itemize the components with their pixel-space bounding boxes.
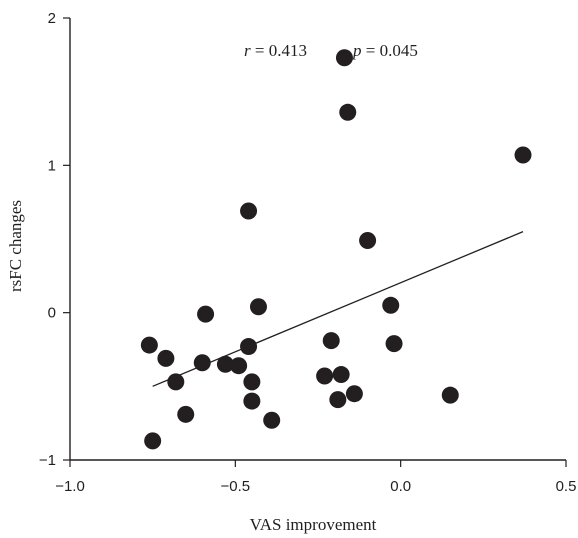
y-tick-label: 2 [48, 10, 56, 27]
x-tick-label: −0.5 [221, 478, 251, 495]
y-tick-label: 1 [48, 157, 56, 174]
data-point [167, 373, 185, 391]
data-point [157, 349, 175, 367]
y-axis-title: rsFC changes [6, 200, 25, 292]
x-axis-title: VAS improvement [250, 515, 377, 534]
data-point [263, 411, 281, 429]
data-point [322, 332, 340, 350]
p-value: = 0.045 [362, 41, 418, 60]
data-point [385, 335, 403, 353]
trend-line [152, 231, 524, 387]
data-point [240, 338, 258, 356]
p-value-annotation: p = 0.045 [352, 41, 418, 60]
data-point [140, 336, 158, 354]
data-point [345, 385, 363, 403]
data-point [316, 367, 334, 385]
p-symbol: p [352, 41, 362, 60]
data-point [514, 146, 532, 164]
data-point [441, 386, 459, 404]
y-tick-label: −1 [39, 452, 56, 469]
data-point [359, 231, 377, 249]
x-tick-label: 0.5 [556, 478, 577, 495]
r-symbol: r [244, 41, 251, 60]
correlation-annotation: r = 0.413 [244, 41, 307, 60]
x-tick-label: −1.0 [55, 478, 85, 495]
y-tick-label: 0 [48, 305, 56, 322]
r-value: = 0.413 [251, 41, 307, 60]
data-point [335, 49, 353, 67]
data-point [177, 405, 195, 423]
data-point [216, 355, 234, 373]
data-point [243, 373, 261, 391]
data-point [230, 357, 248, 375]
data-point [332, 366, 350, 384]
x-ticks: −1.0 −0.5 0.0 0.5 [55, 460, 576, 495]
data-point [339, 103, 357, 121]
data-point [249, 298, 267, 316]
x-tick-label: 0.0 [390, 478, 411, 495]
data-point [240, 202, 258, 220]
data-point [144, 432, 162, 450]
data-point [197, 305, 215, 323]
data-point [193, 354, 211, 372]
data-point [243, 392, 261, 410]
data-points [140, 49, 532, 450]
data-point [382, 296, 400, 314]
data-point [329, 391, 347, 409]
y-ticks: −1 0 1 2 [39, 10, 70, 469]
